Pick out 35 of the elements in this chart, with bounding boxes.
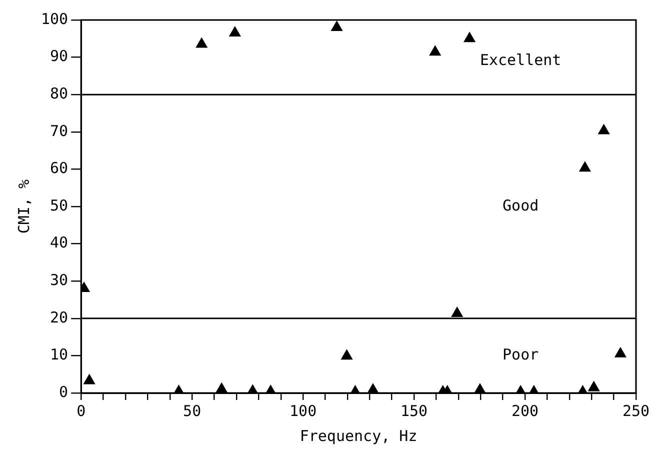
x-tick-label: 0 [76, 402, 86, 420]
point [451, 307, 463, 318]
y-tick-label: 40 [50, 234, 68, 252]
point [614, 347, 626, 358]
point [331, 20, 342, 31]
y-tick-label: 70 [50, 122, 68, 140]
point [196, 38, 208, 48]
x-tick-label: 100 [290, 402, 317, 420]
y-tick-label: 90 [50, 47, 68, 66]
annotation: Good [502, 196, 539, 214]
x-tick-label: 250 [622, 402, 650, 420]
point [341, 350, 352, 360]
y-tick-label: 30 [50, 270, 68, 289]
y-tick-label: 20 [50, 308, 68, 326]
y-tick-label: 50 [50, 196, 68, 214]
point [216, 382, 228, 393]
y-tick-label: 100 [41, 10, 68, 28]
x-axis-title: Frequency, Hz [300, 426, 418, 445]
annotation: Excellent [480, 50, 562, 69]
x-tick-label: 200 [511, 402, 539, 420]
point [84, 374, 95, 384]
point [579, 162, 591, 172]
point [229, 26, 241, 37]
y-tick-label: 0 [59, 382, 68, 401]
x-tick-label: 50 [183, 402, 202, 420]
y-axis-title: CMI, % [14, 179, 33, 234]
x-tick-label: 150 [400, 402, 428, 420]
y-tick-label: 80 [50, 84, 68, 102]
point [429, 46, 441, 56]
y-tick-label: 10 [50, 346, 68, 364]
point [598, 124, 610, 134]
annotation: Poor [502, 346, 539, 364]
point [464, 32, 476, 42]
y-tick-label: 60 [50, 159, 68, 178]
point [588, 381, 600, 392]
